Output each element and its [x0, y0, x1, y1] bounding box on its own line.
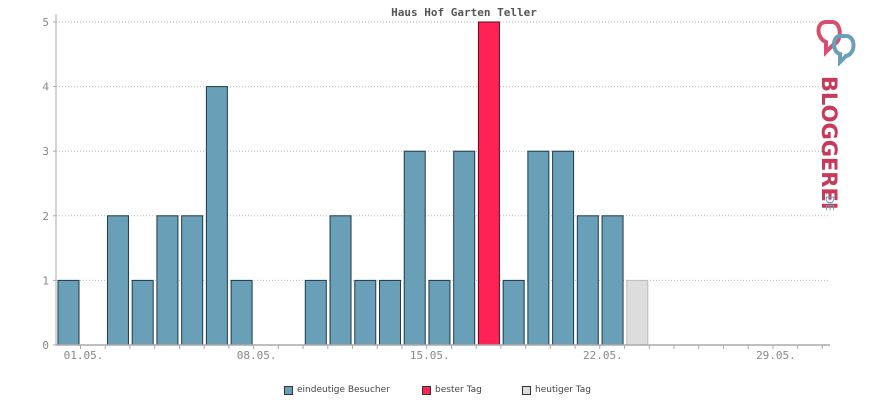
- logo-text: BLOGGEREI: [817, 76, 841, 210]
- legend-item-best-day: bester Tag: [422, 385, 482, 395]
- bar: [304, 279, 327, 346]
- bar: [205, 86, 228, 346]
- legend-item-today: heutiger Tag: [522, 385, 591, 395]
- x-tick-label: 22.05.: [583, 349, 623, 362]
- bar: [230, 279, 253, 346]
- bar: [329, 215, 352, 346]
- bar: [502, 279, 525, 346]
- bars: [57, 21, 649, 346]
- x-tick-label: 01.05.: [64, 349, 104, 362]
- x-tick-label: 08.05.: [237, 349, 277, 362]
- bar: [576, 215, 599, 346]
- legend-item-visitors: eindeutige Besucher: [284, 385, 390, 395]
- y-tick-label: 2: [42, 210, 49, 223]
- bar: [403, 150, 426, 346]
- y-axis: 0 1 2 3 4 5: [42, 14, 57, 352]
- bar: [428, 279, 451, 346]
- y-tick-label: 1: [42, 274, 49, 287]
- x-tick-label: 15.05.: [410, 349, 450, 362]
- bar: [181, 215, 204, 346]
- chart-title: Haus Hof Garten Teller: [391, 6, 537, 19]
- y-tick-label: 5: [42, 16, 49, 29]
- legend-swatch-best-day: [422, 385, 431, 395]
- y-tick-label: 3: [42, 145, 49, 158]
- bar: [156, 215, 179, 346]
- bar: [106, 215, 129, 346]
- x-axis: 01.05. 08.05. 15.05. 22.05. 29.05.: [56, 344, 830, 362]
- bar-today: [626, 279, 649, 346]
- legend-label-best-day: bester Tag: [435, 385, 482, 395]
- y-tick-label: 4: [42, 81, 49, 94]
- logo-suffix: .DE: [823, 192, 836, 211]
- bloggerei-logo: BLOGGEREI .DE: [816, 20, 856, 211]
- logo-mark-icon: [816, 20, 856, 67]
- bar: [354, 279, 377, 346]
- bar: [527, 150, 550, 346]
- legend: eindeutige Besucher bester Tag heutiger …: [0, 385, 870, 399]
- y-tick-label: 0: [42, 339, 49, 352]
- legend-swatch-visitors: [284, 385, 293, 395]
- bar: [552, 150, 575, 346]
- bar-best-day: [477, 21, 500, 346]
- legend-swatch-today: [522, 385, 531, 395]
- bar: [378, 279, 401, 346]
- bar: [57, 279, 80, 346]
- legend-label-today: heutiger Tag: [535, 385, 592, 395]
- x-tick-label: 29.05.: [756, 349, 796, 362]
- legend-label-visitors: eindeutige Besucher: [297, 385, 390, 395]
- bar: [453, 150, 476, 346]
- bar: [131, 279, 154, 346]
- bar: [601, 215, 624, 346]
